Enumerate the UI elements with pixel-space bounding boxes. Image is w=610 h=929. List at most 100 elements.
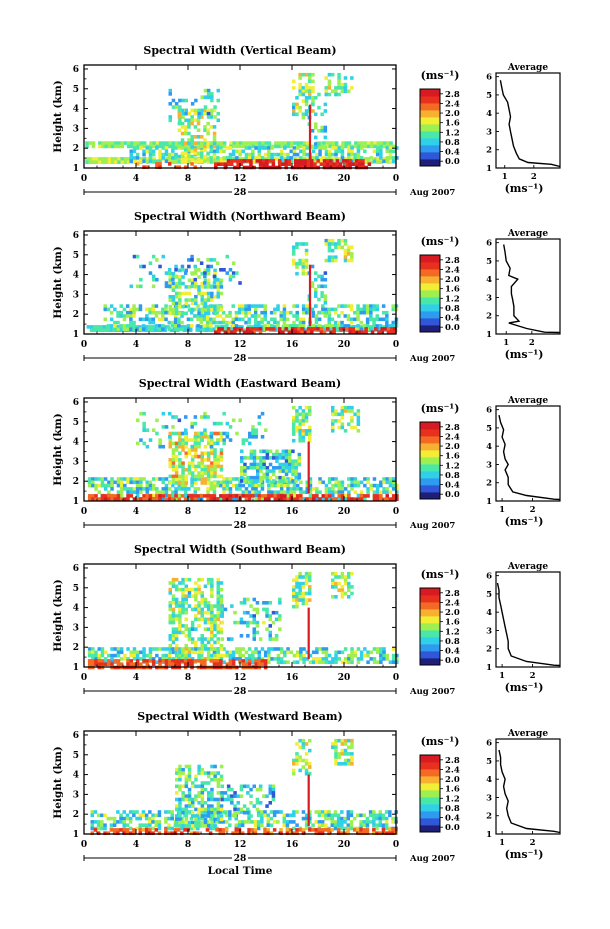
heatmap-cell xyxy=(190,102,195,106)
heatmap-cell xyxy=(310,284,315,289)
heatmap-cell xyxy=(320,129,324,133)
heatmap-cell xyxy=(331,657,335,661)
heatmap-cell xyxy=(332,327,336,331)
heatmap-cell xyxy=(200,154,204,159)
heatmap-cell xyxy=(359,657,364,661)
heatmap-cell xyxy=(116,828,120,832)
heatmap-cell xyxy=(216,771,221,775)
heatmap-cell xyxy=(239,620,244,625)
heatmap-cell xyxy=(343,752,348,756)
heatmap-cell xyxy=(292,820,296,824)
heatmap-cell xyxy=(331,578,335,583)
heatmap-cell xyxy=(331,429,335,433)
heatmap-cell xyxy=(324,813,328,818)
heatmap-cell xyxy=(216,464,220,469)
heatmap-cell xyxy=(129,149,133,154)
heatmap-cell xyxy=(154,324,159,328)
heatmap-cell xyxy=(292,497,297,501)
heatmap-cell xyxy=(184,108,188,113)
colorbar-level: 2.8 xyxy=(445,256,460,266)
heatmap-cell xyxy=(122,831,126,835)
heatmap-cell xyxy=(308,810,312,814)
heatmap-cell xyxy=(370,141,374,145)
heatmap-cell xyxy=(323,145,328,150)
heatmap-cell xyxy=(317,297,321,302)
heatmap-cell xyxy=(103,660,108,664)
heatmap-cell xyxy=(220,327,224,331)
heatmap-cell xyxy=(353,490,357,494)
heatmap-cell xyxy=(343,657,348,661)
heatmap-cell xyxy=(184,587,188,592)
heatmap-cell xyxy=(334,748,338,753)
heatmap-cell xyxy=(317,310,321,315)
heatmap-cell xyxy=(276,497,281,501)
heatmap-cell xyxy=(176,828,181,832)
heatmap-cell xyxy=(181,291,185,296)
heatmap-cell xyxy=(122,810,126,814)
heatmap-cell xyxy=(321,650,325,655)
heatmap-cell xyxy=(220,604,224,608)
heatmap-cell xyxy=(246,456,250,460)
heatmap-cell xyxy=(305,490,309,494)
heatmap-cell xyxy=(181,771,185,775)
heatmap-cell xyxy=(284,462,289,467)
heatmap-cell xyxy=(87,659,92,663)
heatmap-cell xyxy=(230,637,234,641)
heatmap-cell xyxy=(189,831,194,835)
panel-4: Spectral Width (Westward Beam)123456Heig… xyxy=(52,710,561,877)
heatmap-cell xyxy=(319,330,324,334)
heatmap-cell xyxy=(103,831,107,835)
heatmap-cell xyxy=(221,810,226,814)
heatmap-cell xyxy=(96,328,100,332)
heatmap-cell xyxy=(228,823,232,827)
heatmap-cell xyxy=(327,810,331,814)
heatmap-cell xyxy=(97,659,101,663)
heatmap-cell xyxy=(184,820,189,825)
heatmap-cell xyxy=(193,111,198,116)
colorbar-frame xyxy=(419,88,441,167)
heatmap-cell xyxy=(110,494,114,498)
heatmap-cell xyxy=(145,317,149,322)
heatmap-cell xyxy=(265,475,270,480)
heatmap-cell xyxy=(289,494,293,498)
heatmap-cell xyxy=(216,810,221,815)
heatmap-cell xyxy=(334,490,338,494)
colorbar-level: 1.6 xyxy=(445,452,460,462)
heatmap-cell xyxy=(197,288,201,292)
heatmap-cell xyxy=(331,585,335,589)
heatmap-cell xyxy=(110,477,114,481)
heatmap-cell xyxy=(149,141,153,145)
heatmap-cell xyxy=(234,823,238,827)
heatmap-cell xyxy=(323,102,328,107)
heatmap-cell xyxy=(165,157,169,161)
heatmap-cell xyxy=(226,784,231,789)
heatmap-cell xyxy=(158,494,162,498)
heatmap-cell xyxy=(308,432,312,436)
colorbar-segment xyxy=(420,152,440,160)
heatmap-cell xyxy=(187,468,192,472)
heatmap-cell xyxy=(96,820,101,824)
heatmap-cell xyxy=(251,660,255,664)
heatmap-cell xyxy=(158,647,162,651)
heatmap-cell xyxy=(196,268,201,272)
heatmap-cell xyxy=(181,448,185,452)
heatmap-cell xyxy=(246,634,250,638)
heatmap-cell xyxy=(318,490,322,494)
heatmap-cell xyxy=(165,141,169,145)
heatmap-cell xyxy=(343,575,348,579)
heatmap-cell xyxy=(196,158,201,162)
heatmap-cell xyxy=(298,419,302,423)
heatmap-cell xyxy=(231,320,235,325)
heatmap-cell xyxy=(382,144,387,149)
heatmap-cell xyxy=(343,304,347,308)
heatmap-cells xyxy=(85,72,399,170)
heatmap-cell xyxy=(200,771,205,775)
heatmap-cell xyxy=(256,823,261,827)
heatmap-cell xyxy=(200,271,204,276)
heatmap-cell xyxy=(295,314,299,318)
heatmap-cell xyxy=(357,141,361,145)
heatmap-cell xyxy=(181,591,185,595)
heatmap-cell xyxy=(206,474,211,479)
heatmap-cell xyxy=(184,98,188,103)
heatmap-cell xyxy=(85,144,89,149)
